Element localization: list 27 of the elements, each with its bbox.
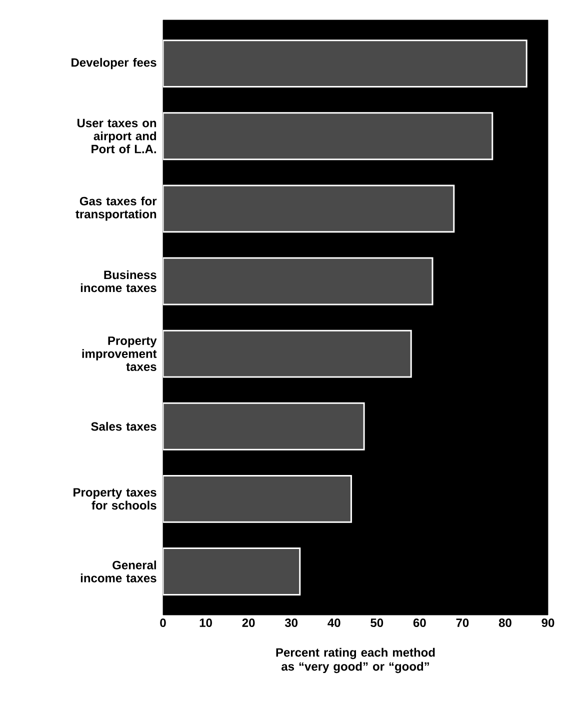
bar — [163, 112, 494, 160]
y-tick-label: Business income taxes — [80, 270, 156, 292]
x-tick-label: 80 — [498, 618, 512, 628]
x-tick-label: 20 — [242, 618, 255, 628]
y-tick-label: User taxes on airport and Port of L.A. — [77, 118, 156, 154]
x-tick-label: 10 — [200, 618, 212, 628]
y-tick-label: Developer fees — [72, 58, 156, 70]
x-tick-label: 0 — [160, 618, 166, 628]
y-tick-label: Property taxes for schools — [74, 488, 156, 510]
bar — [163, 40, 528, 88]
bar — [163, 330, 412, 378]
y-tick-label: Sales taxes — [91, 422, 156, 431]
x-axis-title: Percent rating each method as “very good” or “good” — [276, 648, 435, 674]
bar — [163, 402, 365, 450]
y-tick-label: Gas taxes for transportation — [76, 196, 157, 221]
x-tick-label: 90 — [542, 618, 554, 628]
x-tick-label: 70 — [456, 618, 469, 628]
x-tick-label: 50 — [370, 618, 384, 628]
x-tick-label: 60 — [413, 618, 426, 628]
y-tick-label: Property improvement taxes — [82, 336, 157, 371]
x-tick-label: 30 — [284, 618, 298, 628]
bar — [163, 474, 352, 523]
bar — [163, 184, 455, 233]
bar — [163, 548, 301, 596]
bar — [163, 257, 434, 306]
x-tick-label: 40 — [328, 618, 340, 628]
y-tick-label: General income taxes — [80, 560, 156, 582]
